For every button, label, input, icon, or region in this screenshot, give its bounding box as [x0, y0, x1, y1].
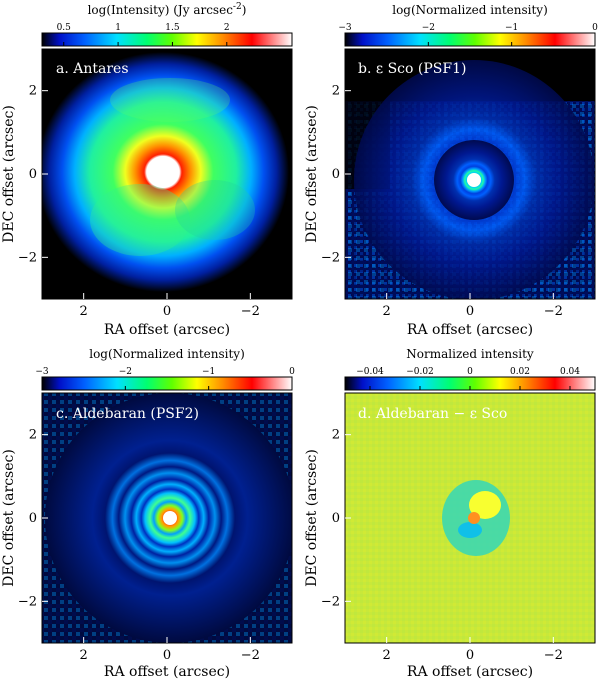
panel-title-b: b. ε Sco (PSF1) [358, 61, 466, 77]
ylabel-c: DEC offset (arcsec) [1, 449, 17, 587]
x-tick-label: 0 [466, 304, 474, 319]
axis-ticks-d: 2 0 −2 2 0 −2 [321, 428, 563, 663]
panel-title-a: a. Antares [56, 61, 129, 77]
colorbar-tick-label: 1 [115, 23, 121, 33]
x-tick-label: 0 [163, 304, 171, 319]
colorbar-tick-label: 0.5 [57, 23, 72, 33]
x-tick-label: 0 [466, 648, 474, 663]
colorbar-tick-label: −1 [505, 23, 518, 33]
x-tick-label: 2 [80, 648, 88, 663]
colorbar-ticks-a: 0.5 1 1.5 2 [57, 23, 230, 46]
image-a [42, 49, 292, 299]
y-tick-label: 2 [29, 428, 37, 443]
colorbar-label-c: log(Normalized intensity) [89, 347, 245, 361]
panel-title-d: d. Aldebaran − ε Sco [358, 406, 507, 422]
xlabel-b: RA offset (arcsec) [407, 322, 533, 338]
image-b [345, 49, 595, 299]
y-tick-label: 0 [29, 167, 37, 182]
axis-ticks-a: 2 0 −2 2 0 −2 [18, 84, 260, 319]
colorbar-tick-label: −3 [35, 367, 49, 377]
colorbar-tick-label: −0.02 [406, 367, 434, 377]
x-tick-label: 2 [383, 648, 391, 663]
x-tick-label: −2 [241, 648, 260, 663]
image-d [345, 393, 595, 643]
colorbar-tick-label: −0.04 [356, 367, 384, 377]
colorbar-tick-label: 1.5 [165, 23, 180, 33]
colorbar-tick-label: 0 [289, 367, 295, 377]
y-tick-label: −2 [321, 594, 340, 609]
colorbar-a [41, 32, 293, 47]
colorbar-label-a: log(Intensity) (Jy arcsec-2) [88, 2, 247, 17]
axis-ticks-b: 2 0 −2 2 0 −2 [321, 84, 563, 319]
colorbar-tick-label: 0 [592, 23, 598, 33]
colorbar-tick-label: 0.02 [510, 367, 530, 377]
x-tick-label: 0 [163, 648, 171, 663]
panel-a: log(Intensity) (Jy arcsec-2) 0.5 1 1.5 2 a.… [1, 2, 293, 338]
x-tick-label: −2 [544, 648, 563, 663]
colorbar-tick-label: −2 [119, 367, 132, 377]
xlabel-a: RA offset (arcsec) [104, 322, 230, 338]
axis-ticks-c: 2 0 −2 2 0 −2 [18, 428, 260, 663]
y-tick-label: 0 [332, 167, 340, 182]
colorbar-c [41, 376, 293, 391]
ylabel-d: DEC offset (arcsec) [304, 449, 320, 587]
colorbar-tick-label: 0 [467, 367, 473, 377]
ylabel-b: DEC offset (arcsec) [304, 105, 320, 243]
y-tick-label: 2 [332, 428, 340, 443]
colorbar-b [344, 32, 596, 47]
y-tick-label: 2 [332, 84, 340, 99]
x-tick-label: −2 [544, 304, 563, 319]
y-tick-label: −2 [18, 250, 37, 265]
colorbar-ticks-d: −0.04 −0.02 0 0.02 0.04 [356, 367, 580, 390]
xlabel-c: RA offset (arcsec) [104, 664, 230, 680]
x-tick-label: 2 [383, 304, 391, 319]
colorbar-ticks-b: −3 −2 −1 0 [338, 23, 598, 46]
colorbar-label-d: Normalized intensity [406, 347, 534, 361]
ylabel-a: DEC offset (arcsec) [1, 105, 17, 243]
y-tick-label: 0 [29, 511, 37, 526]
panel-title-c: c. Aldebaran (PSF2) [56, 406, 199, 422]
colorbar-tick-label: −3 [338, 23, 352, 33]
panel-d: Normalized intensity −0.04 −0.02 0 0.02 0.04… [304, 347, 596, 680]
colorbar-tick-label: 0.04 [560, 367, 580, 377]
panel-c: log(Normalized intensity) −3 −2 −1 0 c. Ald… [1, 347, 295, 680]
colorbar-label-b: log(Normalized intensity) [392, 3, 548, 17]
colorbar-ticks-c: −3 −2 −1 0 [35, 367, 295, 390]
x-tick-label: 2 [80, 304, 88, 319]
colorbar-tick-label: −1 [202, 367, 215, 377]
colorbar-tick-label: −2 [422, 23, 435, 33]
xlabel-d: RA offset (arcsec) [407, 664, 533, 680]
y-tick-label: −2 [18, 594, 37, 609]
panel-b: log(Normalized intensity) −3 −2 −1 0 b. ε S… [304, 3, 598, 338]
colorbar-tick-label: 2 [224, 23, 230, 33]
y-tick-label: −2 [321, 250, 340, 265]
image-c [42, 393, 292, 643]
y-tick-label: 2 [29, 84, 37, 99]
y-tick-label: 0 [332, 511, 340, 526]
x-tick-label: −2 [241, 304, 260, 319]
